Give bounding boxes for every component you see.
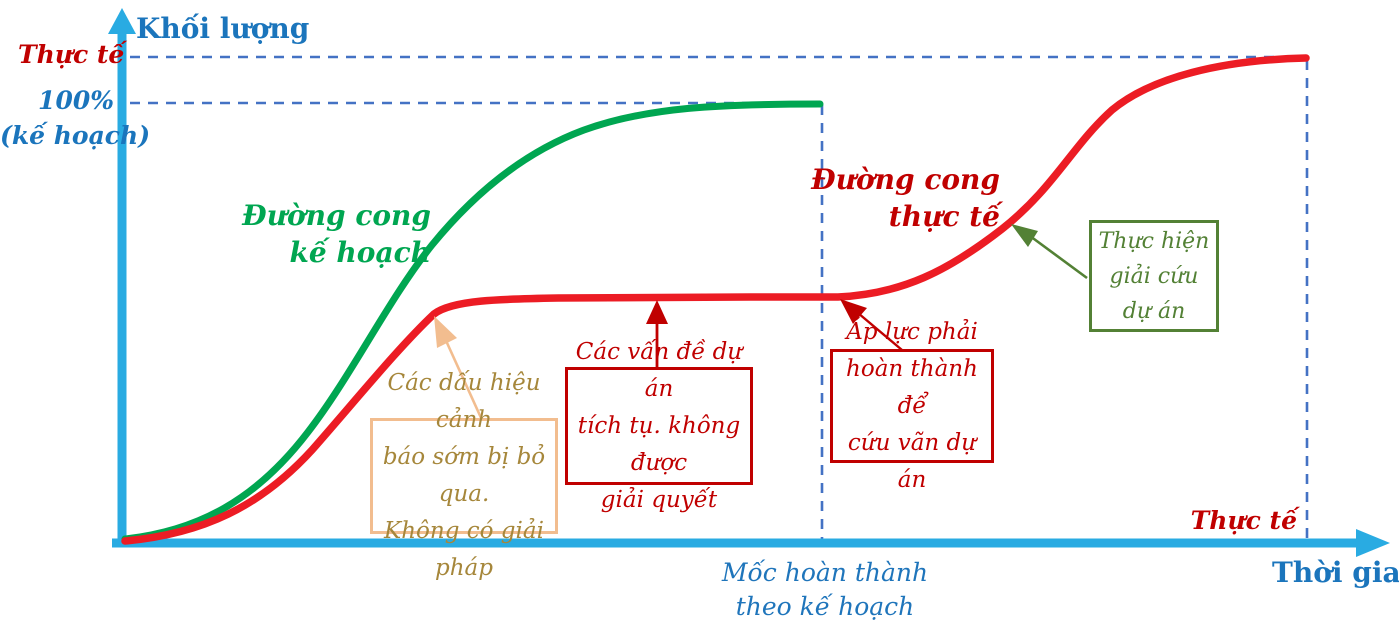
- y-mark-plan-sub: (kế hoạch): [0, 121, 151, 150]
- x-axis-title: Thời gian: [1272, 556, 1399, 589]
- plan-curve-label-line1: Đường cong: [242, 199, 431, 232]
- actual-milestone-label: Thực tế: [1190, 506, 1297, 535]
- x-axis-arrowhead-icon: [1356, 529, 1390, 557]
- callout-rescue-line1: Thực hiện: [1098, 228, 1210, 254]
- actual-curve-label: Đường cong thực tế: [806, 161, 1000, 235]
- pressure-arrow: [840, 299, 903, 351]
- plan-milestone-line2: theo kế hoạch: [735, 592, 915, 620]
- callout-early-warning: Các dấu hiệu cảnh báo sớm bị bỏ qua. Khô…: [370, 370, 558, 581]
- actual-curve-label-line2: thực tế: [888, 200, 1000, 233]
- callout-pressure: Áp lực phải hoàn thành để cứu vãn dự án: [830, 319, 994, 493]
- callout-early-warning-line2: báo sớm bị bỏ qua.: [382, 444, 546, 507]
- problems-accumulate-arrow: [646, 300, 668, 368]
- rescue-arrow: [1011, 224, 1088, 280]
- plan-curve-label: Đường cong kế hoạch: [235, 197, 431, 271]
- plan-curve: [121, 100, 824, 543]
- plan-milestone-line1: Mốc hoàn thành: [721, 558, 929, 587]
- problems-accumulate-arrowhead-icon: [646, 300, 668, 324]
- actual-curve: [121, 54, 1310, 545]
- callout-rescue-line3: dự án: [1122, 298, 1186, 324]
- callout-problems-accumulate: Các vấn đề dự án tích tụ. không được giả…: [565, 339, 753, 513]
- early-warning-arrow: [434, 316, 484, 421]
- plan-milestone-label: Mốc hoàn thành theo kế hoạch: [697, 556, 953, 620]
- plan-curve-label-line2: kế hoạch: [289, 236, 431, 269]
- actual-curve-label-line1: Đường cong: [811, 163, 1000, 196]
- y-mark-actual-level: Thực tế: [18, 40, 125, 69]
- callout-pressure-line2: hoàn thành để: [846, 355, 978, 419]
- rescue-arrow-line: [1029, 234, 1088, 280]
- callout-problems-line1: Các vấn đề dự án: [575, 338, 743, 402]
- callout-pressure-line3: cứu vãn dự án: [847, 429, 977, 493]
- y-axis-title: Khối lượng: [136, 12, 310, 45]
- early-warning-arrow-line: [441, 333, 484, 421]
- callout-problems-line3: giải quyết: [600, 486, 718, 513]
- callout-early-warning-line1: Các dấu hiệu cảnh: [387, 370, 541, 433]
- callout-problems-line2: tích tụ. không được: [577, 412, 741, 476]
- callout-pressure-line1: Áp lực phải: [846, 318, 978, 345]
- early-warning-arrowhead-icon: [434, 316, 457, 348]
- rescue-arrowhead-icon: [1011, 224, 1038, 247]
- callout-rescue: Thực hiện giải cứu dự án: [1089, 220, 1219, 332]
- pressure-arrowhead-icon: [840, 299, 867, 324]
- callout-rescue-line2: giải cứu: [1109, 263, 1199, 289]
- y-axis-arrowhead-icon: [108, 8, 136, 34]
- y-mark-100pct: 100%: [38, 86, 114, 115]
- pressure-arrow-line: [857, 312, 903, 351]
- callout-early-warning-line3: Không có giải pháp: [384, 518, 544, 581]
